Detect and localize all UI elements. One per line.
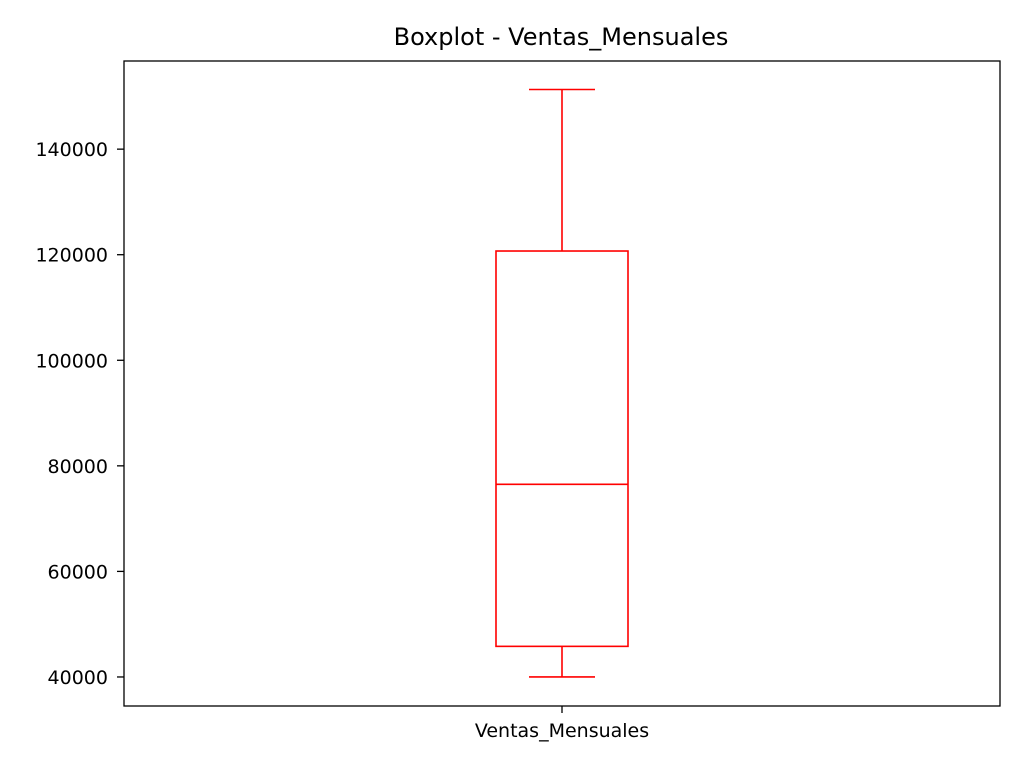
- y-tick-label: 60000: [48, 561, 108, 583]
- box-series: [495, 88, 629, 678]
- y-axis: 40000 60000 80000 100000 120000 140000: [35, 139, 124, 689]
- y-tick-label: 140000: [35, 139, 108, 161]
- y-tick-label: 80000: [48, 456, 108, 478]
- chart-title: Boxplot - Ventas_Mensuales: [394, 23, 729, 51]
- x-axis: Ventas_Mensuales: [475, 706, 649, 742]
- box-iqr: [495, 250, 629, 648]
- y-tick-label: 40000: [48, 667, 108, 689]
- y-tick-label: 120000: [35, 245, 108, 267]
- x-tick-label: Ventas_Mensuales: [475, 720, 649, 742]
- y-tick-label: 100000: [35, 350, 108, 372]
- box-item: [495, 88, 629, 678]
